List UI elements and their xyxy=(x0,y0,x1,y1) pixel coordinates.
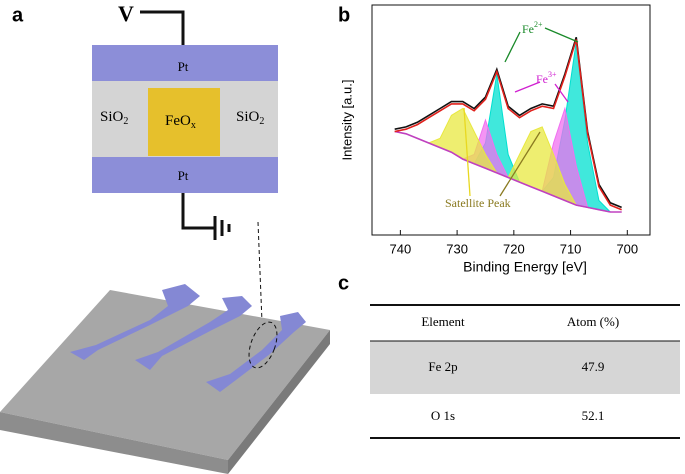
x-tick-label: 740 xyxy=(390,241,412,256)
substrate-top xyxy=(0,290,330,460)
x-tick-label: 730 xyxy=(446,241,468,256)
substrate-side xyxy=(0,412,228,474)
annotation: Satellite Peak xyxy=(445,196,511,210)
table-cell: 47.9 xyxy=(582,359,605,374)
substrate-side xyxy=(228,330,330,474)
zoom-circle xyxy=(248,321,278,369)
x-tick-label: 720 xyxy=(503,241,525,256)
label-main: FeO xyxy=(165,113,191,129)
wire xyxy=(140,10,185,45)
label-sub: x xyxy=(191,120,196,131)
bottom-electrode xyxy=(92,157,278,193)
y-axis-title: Intensity [a.u.] xyxy=(339,80,354,161)
table-row-shade xyxy=(370,341,680,394)
x-tick-label: 710 xyxy=(560,241,582,256)
table-header: Element xyxy=(421,314,465,329)
table-cell: O 1s xyxy=(431,408,455,423)
annotation-sup: 3+ xyxy=(548,70,557,79)
x-tick-label: 700 xyxy=(616,241,638,256)
annotation-arrows xyxy=(463,27,579,197)
zoom-line xyxy=(257,221,263,323)
annotation: Fe2+ xyxy=(522,20,543,36)
voltage-label: V xyxy=(118,1,134,26)
spectrum-line xyxy=(394,39,622,211)
layer-label: SiO2 xyxy=(100,109,128,127)
x-axis-title: Binding Energy [eV] xyxy=(463,259,587,275)
layer-label: FeOx xyxy=(165,113,196,131)
devices xyxy=(70,284,306,392)
panel-label: a xyxy=(12,4,24,26)
label-sub: 2 xyxy=(123,116,128,127)
label-sub: 2 xyxy=(259,116,264,127)
top-electrode xyxy=(92,45,278,81)
chart: 740 730 720 710 700 xyxy=(371,4,651,256)
ground-symbol xyxy=(213,216,231,240)
annotation-main: Fe xyxy=(522,22,534,36)
label-main: SiO xyxy=(236,109,260,125)
plot-frame xyxy=(371,4,651,236)
annotation-sup: 2+ xyxy=(534,20,543,29)
table-header: Atom (%) xyxy=(567,314,619,329)
layer-label: SiO2 xyxy=(236,109,264,127)
electrode-label: Pt xyxy=(178,59,189,74)
wire xyxy=(181,193,214,230)
table-cell: 52.1 xyxy=(582,408,605,423)
spectrum-line xyxy=(394,130,622,213)
label-main: SiO xyxy=(100,109,124,125)
annotation: Fe3+ xyxy=(536,70,557,86)
active-layer xyxy=(148,88,220,156)
panel-label: c xyxy=(338,272,349,294)
annotation-main: Fe xyxy=(536,72,548,86)
table-cell: Fe 2p xyxy=(428,359,457,374)
electrode-label: Pt xyxy=(178,168,189,183)
panel-label: b xyxy=(338,4,350,26)
